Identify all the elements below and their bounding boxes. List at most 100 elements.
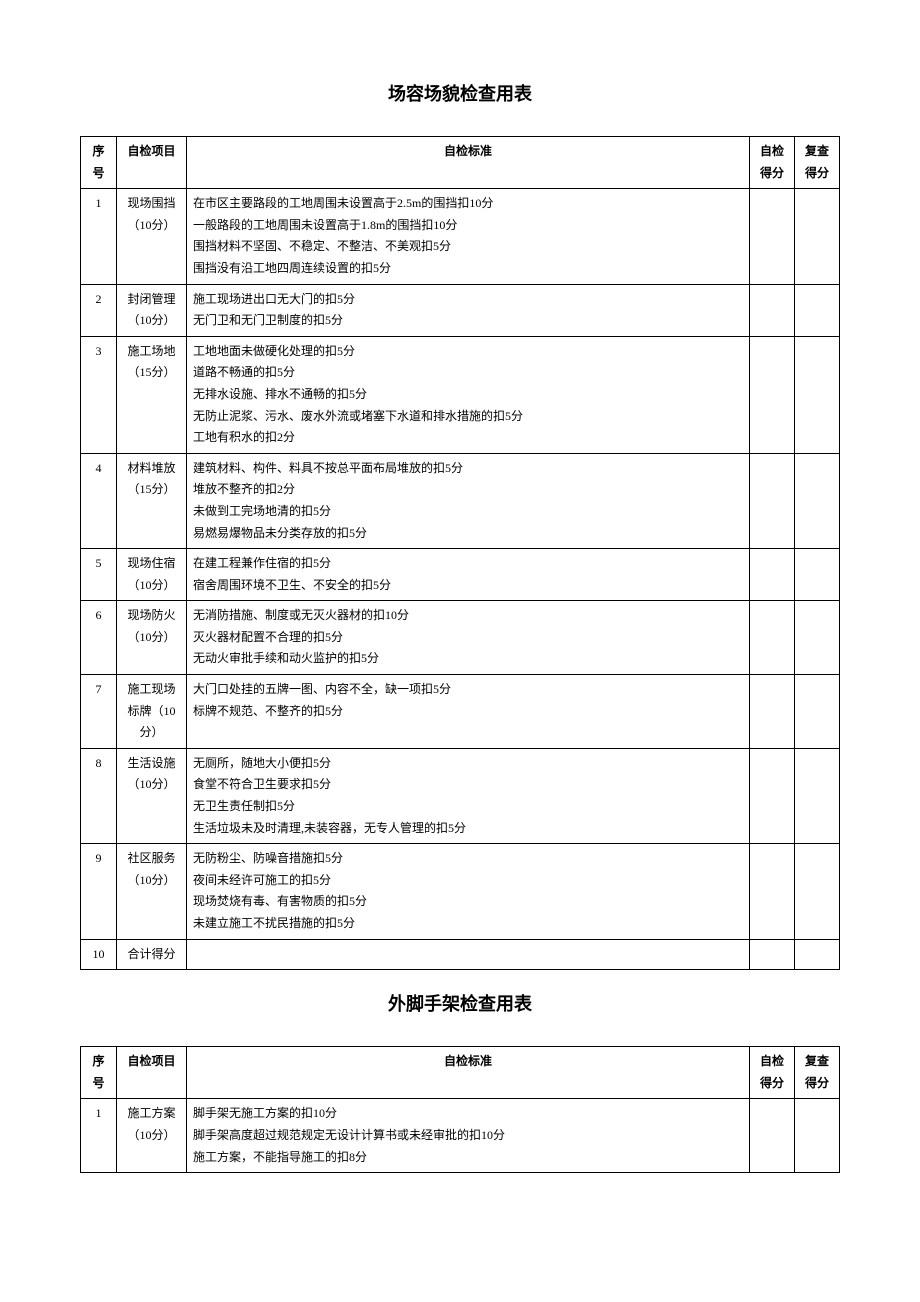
criteria-line: 围挡没有沿工地四周连续设置的扣5分 — [193, 258, 743, 280]
criteria-line: 堆放不整齐的扣2分 — [193, 479, 743, 501]
criteria-line: 无防粉尘、防噪音措施扣5分 — [193, 848, 743, 870]
cell-recheck-score — [795, 939, 840, 970]
criteria-line: 易燃易爆物品未分类存放的扣5分 — [193, 523, 743, 545]
cell-criteria: 大门口处挂的五牌一图、内容不全，缺一项扣5分标牌不规范、不整齐的扣5分 — [187, 675, 750, 749]
cell-item: 生活设施（10分） — [117, 748, 187, 843]
cell-seq: 5 — [81, 549, 117, 601]
cell-criteria: 工地地面未做硬化处理的扣5分道路不畅通的扣5分无排水设施、排水不通畅的扣5分无防… — [187, 336, 750, 453]
cell-seq: 1 — [81, 1099, 117, 1173]
criteria-line: 建筑材料、构件、料具不按总平面布局堆放的扣5分 — [193, 458, 743, 480]
cell-item: 现场住宿（10分） — [117, 549, 187, 601]
criteria-line: 生活垃圾未及时清理,未装容器，无专人管理的扣5分 — [193, 818, 743, 840]
cell-self-score — [750, 284, 795, 336]
cell-recheck-score — [795, 748, 840, 843]
table-row: 7施工现场标牌（10分）大门口处挂的五牌一图、内容不全，缺一项扣5分标牌不规范、… — [81, 675, 840, 749]
cell-item: 施工现场标牌（10分） — [117, 675, 187, 749]
criteria-line: 未做到工完场地清的扣5分 — [193, 501, 743, 523]
cell-recheck-score — [795, 284, 840, 336]
cell-recheck-score — [795, 601, 840, 675]
header-recheck-score-2: 复查得分 — [795, 1047, 840, 1099]
cell-seq: 2 — [81, 284, 117, 336]
cell-item: 现场防火（10分） — [117, 601, 187, 675]
cell-seq: 4 — [81, 453, 117, 548]
header-item-2: 自检项目 — [117, 1047, 187, 1099]
criteria-line: 灭火器材配置不合理的扣5分 — [193, 627, 743, 649]
cell-seq: 1 — [81, 189, 117, 284]
header-std: 自检标准 — [187, 137, 750, 189]
cell-item: 施工场地（15分） — [117, 336, 187, 453]
table-row: 2封闭管理（10分）施工现场进出口无大门的扣5分无门卫和无门卫制度的扣5分 — [81, 284, 840, 336]
cell-seq: 10 — [81, 939, 117, 970]
cell-criteria: 在建工程兼作住宿的扣5分宿舍周围环境不卫生、不安全的扣5分 — [187, 549, 750, 601]
cell-recheck-score — [795, 453, 840, 548]
criteria-line: 施工方案，不能指导施工的扣8分 — [193, 1147, 743, 1169]
inspection-table-1: 序号 自检项目 自检标准 自检得分 复查得分 1现场围挡（10分） 在市区主要路段… — [80, 136, 840, 970]
cell-self-score — [750, 844, 795, 939]
cell-criteria: 无消防措施、制度或无灭火器材的扣10分灭火器材配置不合理的扣5分无动火审批手续和… — [187, 601, 750, 675]
criteria-line: 工地有积水的扣2分 — [193, 427, 743, 449]
header-self-score: 自检得分 — [750, 137, 795, 189]
criteria-line: 食堂不符合卫生要求扣5分 — [193, 774, 743, 796]
header-recheck-score: 复查得分 — [795, 137, 840, 189]
cell-criteria: 建筑材料、构件、料具不按总平面布局堆放的扣5分堆放不整齐的扣2分未做到工完场地清… — [187, 453, 750, 548]
header-seq-2: 序号 — [81, 1047, 117, 1099]
cell-recheck-score — [795, 189, 840, 284]
table-row: 5现场住宿（10分）在建工程兼作住宿的扣5分宿舍周围环境不卫生、不安全的扣5分 — [81, 549, 840, 601]
criteria-line: 无消防措施、制度或无灭火器材的扣10分 — [193, 605, 743, 627]
table-row: 10合计得分 — [81, 939, 840, 970]
table-row: 6现场防火（10分）无消防措施、制度或无灭火器材的扣10分灭火器材配置不合理的扣… — [81, 601, 840, 675]
criteria-line: 无动火审批手续和动火监护的扣5分 — [193, 648, 743, 670]
cell-seq: 6 — [81, 601, 117, 675]
cell-item: 现场围挡（10分） — [117, 189, 187, 284]
criteria-line: 在建工程兼作住宿的扣5分 — [193, 553, 743, 575]
cell-recheck-score — [795, 549, 840, 601]
cell-seq: 9 — [81, 844, 117, 939]
cell-recheck-score — [795, 1099, 840, 1173]
cell-item: 施工方案（10分） — [117, 1099, 187, 1173]
criteria-line: 道路不畅通的扣5分 — [193, 362, 743, 384]
criteria-line: 无防止泥浆、污水、废水外流或堵塞下水道和排水措施的扣5分 — [193, 406, 743, 428]
cell-criteria: 无防粉尘、防噪音措施扣5分夜间未经许可施工的扣5分现场焚烧有毒、有害物质的扣5分… — [187, 844, 750, 939]
table-row: 3施工场地（15分）工地地面未做硬化处理的扣5分道路不畅通的扣5分无排水设施、排… — [81, 336, 840, 453]
criteria-line: 脚手架高度超过规范规定无设计计算书或未经审批的扣10分 — [193, 1125, 743, 1147]
header-seq: 序号 — [81, 137, 117, 189]
cell-self-score — [750, 189, 795, 284]
criteria-line: 大门口处挂的五牌一图、内容不全，缺一项扣5分 — [193, 679, 743, 701]
cell-recheck-score — [795, 675, 840, 749]
cell-self-score — [750, 549, 795, 601]
cell-criteria — [187, 939, 750, 970]
criteria-line: 工地地面未做硬化处理的扣5分 — [193, 341, 743, 363]
table1-title: 场容场貌检查用表 — [80, 80, 840, 106]
table-row: 4材料堆放（15分）建筑材料、构件、料具不按总平面布局堆放的扣5分堆放不整齐的扣… — [81, 453, 840, 548]
criteria-line: 施工现场进出口无大门的扣5分 — [193, 289, 743, 311]
cell-criteria: 施工现场进出口无大门的扣5分无门卫和无门卫制度的扣5分 — [187, 284, 750, 336]
cell-self-score — [750, 453, 795, 548]
cell-criteria: 无厕所，随地大小便扣5分食堂不符合卫生要求扣5分无卫生责任制扣5分生活垃圾未及时… — [187, 748, 750, 843]
criteria-line: 一般路段的工地周围未设置高于1.8m的围挡扣10分 — [193, 215, 743, 237]
table-row: 1施工方案（10分）脚手架无施工方案的扣10分脚手架高度超过规范规定无设计计算书… — [81, 1099, 840, 1173]
header-self-score-2: 自检得分 — [750, 1047, 795, 1099]
cell-self-score — [750, 1099, 795, 1173]
cell-item: 封闭管理（10分） — [117, 284, 187, 336]
cell-item: 材料堆放（15分） — [117, 453, 187, 548]
table1-header-row: 序号 自检项目 自检标准 自检得分 复查得分 — [81, 137, 840, 189]
criteria-line: 无厕所，随地大小便扣5分 — [193, 753, 743, 775]
cell-self-score — [750, 336, 795, 453]
criteria-line: 未建立施工不扰民措施的扣5分 — [193, 913, 743, 935]
cell-item: 合计得分 — [117, 939, 187, 970]
criteria-line: 无排水设施、排水不通畅的扣5分 — [193, 384, 743, 406]
cell-self-score — [750, 601, 795, 675]
cell-self-score — [750, 748, 795, 843]
criteria-line: 围挡材料不坚固、不稳定、不整洁、不美观扣5分 — [193, 236, 743, 258]
cell-seq: 7 — [81, 675, 117, 749]
cell-criteria: 脚手架无施工方案的扣10分脚手架高度超过规范规定无设计计算书或未经审批的扣10分… — [187, 1099, 750, 1173]
table2-header-row: 序号 自检项目 自检标准 自检得分 复查得分 — [81, 1047, 840, 1099]
cell-seq: 3 — [81, 336, 117, 453]
criteria-line: 脚手架无施工方案的扣10分 — [193, 1103, 743, 1125]
criteria-line: 无卫生责任制扣5分 — [193, 796, 743, 818]
table-row: 1现场围挡（10分） 在市区主要路段的工地周围未设置高于2.5m的围挡扣10分一般… — [81, 189, 840, 284]
criteria-line: 在市区主要路段的工地周围未设置高于2.5m的围挡扣10分 — [193, 193, 743, 215]
cell-self-score — [750, 939, 795, 970]
table2-title: 外脚手架检查用表 — [80, 990, 840, 1016]
header-std-2: 自检标准 — [187, 1047, 750, 1099]
